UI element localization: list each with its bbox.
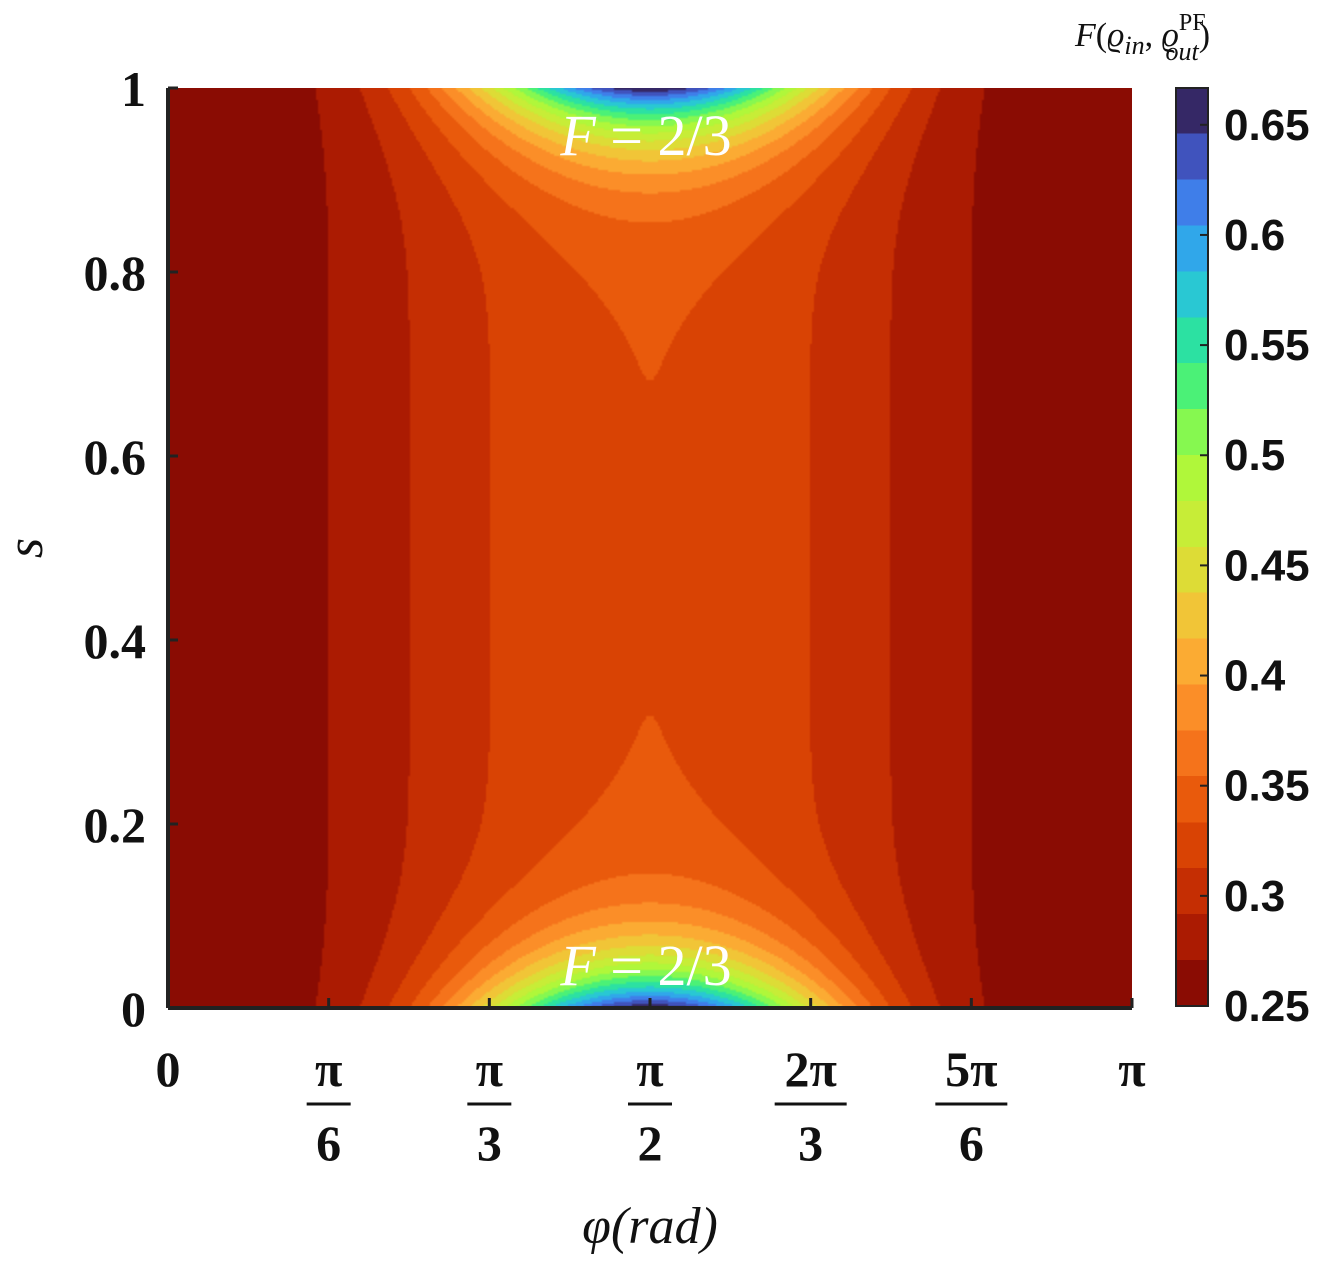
x-tick-label: 0 [156,1041,181,1097]
x-tick-label-denominator: 3 [477,1115,502,1171]
x-tick-label-denominator: 3 [798,1115,823,1171]
x-tick-label-numerator: π [315,1041,342,1097]
colorbar-tick-label: 0.55 [1224,321,1310,370]
colorbar-tick-label: 0.3 [1224,872,1285,921]
y-tick-label: 1 [121,61,146,117]
x-axis-title: φ(rad) [582,1198,718,1255]
x-tick-label-denominator: 2 [638,1115,663,1171]
y-axis-title: s [0,538,54,558]
colorbar-tick-label: 0.45 [1224,541,1310,590]
y-tick-label: 0 [121,981,146,1037]
y-tick-label: 0.6 [84,429,147,485]
colorbar-tick-label: 0.5 [1224,431,1285,480]
x-tick-label-denominator: 6 [959,1115,984,1171]
x-tick-label-denominator: 6 [316,1115,341,1171]
colorbar-tick-label: 0.25 [1224,982,1310,1031]
x-tick-label-numerator: π [476,1041,503,1097]
y-tick-label: 0.8 [84,245,147,301]
x-tick-label-numerator: π [636,1041,663,1097]
colorbar-tick-group: 0.25 0.3 0.35 0.4 0.45 0.5 0.55 0.6 0.65 [1200,101,1310,1031]
x-tick-label-numerator: 2π [784,1041,836,1097]
colorbar-tick-label: 0.65 [1224,101,1310,150]
x-tick-label-numerator: 5π [945,1041,997,1097]
plot-area: 0.27090.29180.31260.33340.35430.37510.39… [168,88,1132,1008]
colorbar-tick-label: 0.4 [1224,652,1286,701]
colorbar-gradient [1176,88,1208,1006]
y-tick-label: 0.2 [84,797,147,853]
colorbar-title: F(ϱin, ϱPF out) [1074,10,1210,66]
contour-field [168,88,1132,1008]
colorbar: 0.25 0.3 0.35 0.4 0.45 0.5 0.55 0.6 0.65 F(ϱin, … [1074,10,1310,1031]
axes: 0 π 6 π 3 π 2 2π 3 5π 6 π 0 0.2 0.4 0.6 0.8 1 [84,61,1146,1171]
colorbar-tick-label: 0.35 [1224,762,1310,811]
annotation-bottom: F = 2/3 [559,933,731,998]
annotation-top: F = 2/3 [559,103,731,168]
colorbar-frame [1175,87,1209,1007]
y-tick-label: 0.4 [84,613,147,669]
x-tick-group: 0 π 6 π 3 π 2 2π 3 5π 6 π [156,998,1146,1171]
x-tick-label: π [1118,1041,1145,1097]
y-tick-group: 0 0.2 0.4 0.6 0.8 1 [84,61,178,1037]
colorbar-tick-label: 0.6 [1224,211,1285,260]
